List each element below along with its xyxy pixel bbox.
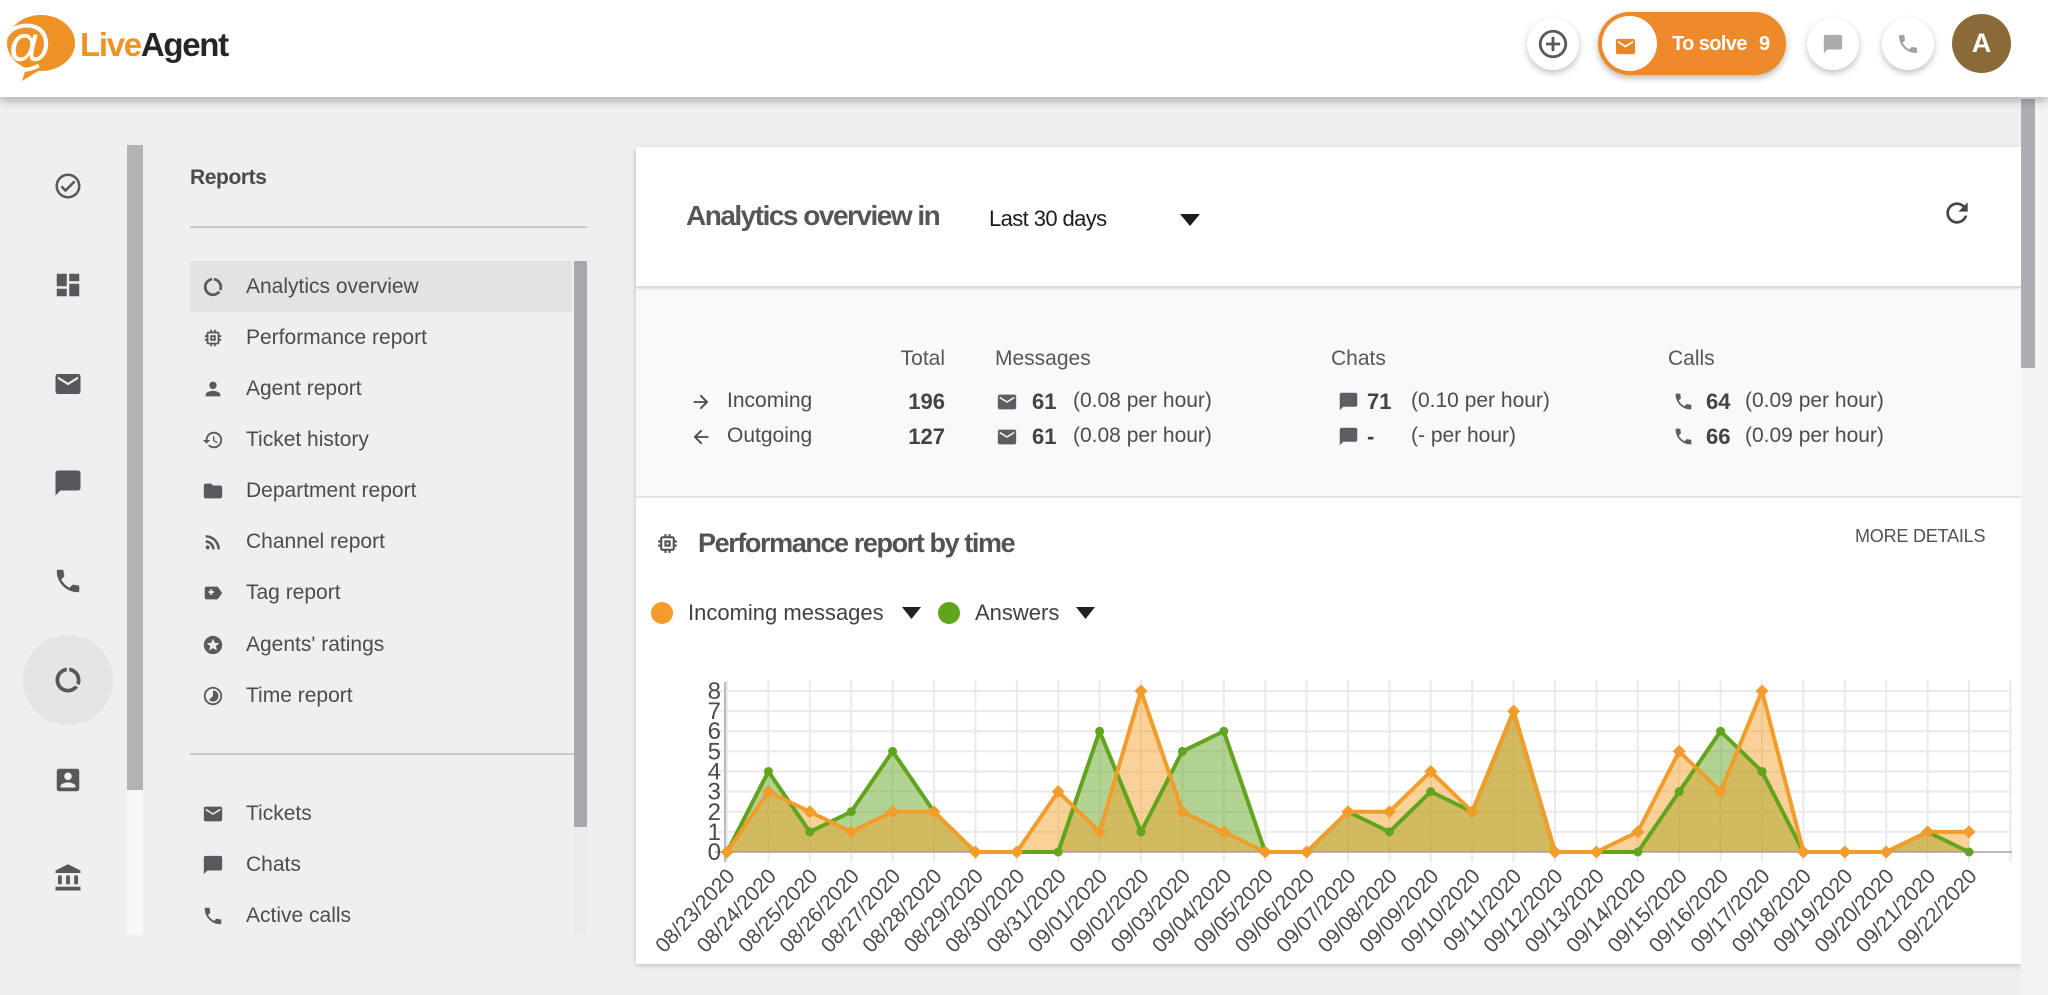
svg-text:5: 5 <box>708 738 721 765</box>
svg-text:7: 7 <box>708 698 721 725</box>
svg-text:6: 6 <box>708 718 721 745</box>
svg-text:4: 4 <box>708 759 721 786</box>
svg-text:0: 0 <box>708 839 721 866</box>
svg-text:@: @ <box>2 12 51 75</box>
svg-text:2: 2 <box>708 799 721 826</box>
svg-text:8: 8 <box>708 678 721 705</box>
svg-text:1: 1 <box>708 819 721 846</box>
svg-text:3: 3 <box>708 779 721 806</box>
